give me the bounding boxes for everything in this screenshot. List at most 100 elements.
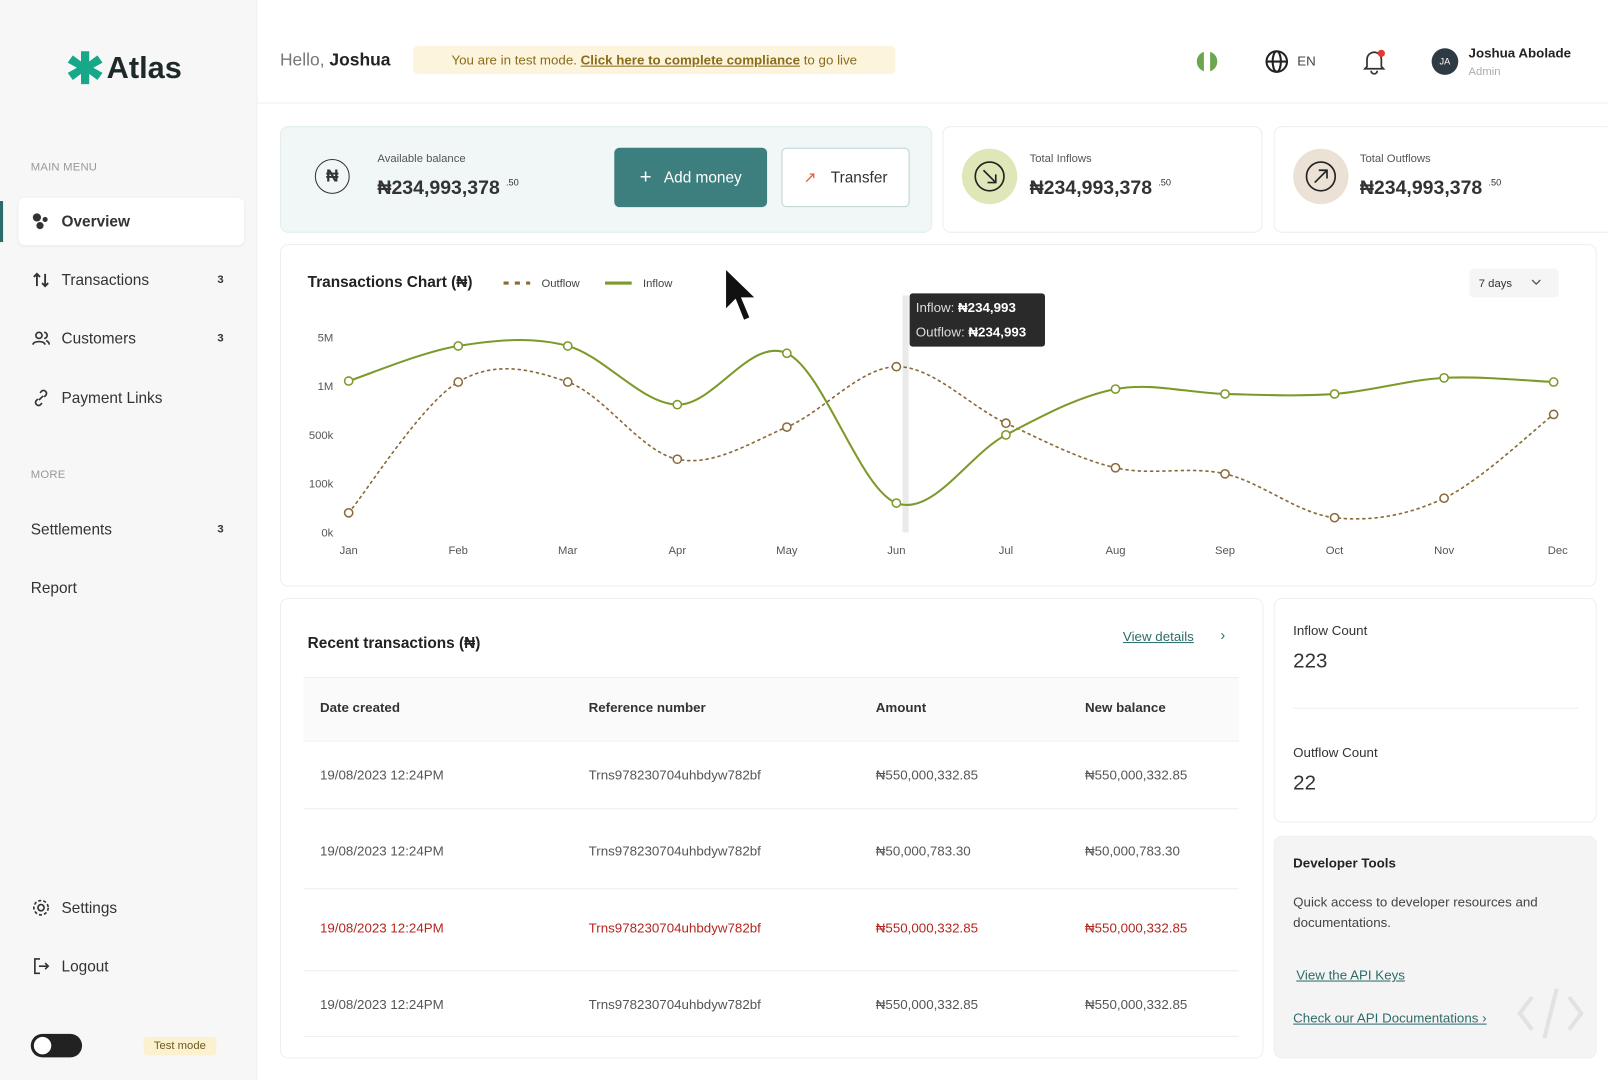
menu-label: Transactions [61, 271, 150, 289]
y-tick-label: 1M [318, 381, 334, 393]
greeting: Hello, Joshua [280, 50, 390, 71]
add-money-button[interactable]: + Add money [614, 147, 768, 208]
column-header: New balance [1084, 699, 1166, 715]
chevron [1531, 279, 1541, 286]
tooltip: Inflow: ₦234,993 Outflow: ₦234,993 [909, 293, 1045, 347]
chart-title: Transactions Chart (₦) [308, 274, 473, 291]
legend-label: Outflow [541, 278, 580, 290]
point [1110, 462, 1121, 473]
globe-icon[interactable] [1264, 49, 1289, 74]
tooltip-value: ₦234,993 [968, 324, 1027, 340]
menu-heading: MAIN MENU [30, 161, 98, 174]
user-role: Admin [1468, 65, 1501, 78]
transfer-button[interactable]: ↗ Transfer [781, 147, 910, 208]
developer-title: Developer Tools [1293, 855, 1396, 871]
y-tick-label: 0k [321, 527, 333, 539]
balance-amount: ₦234,993,378 .50 [377, 177, 518, 200]
table-cell: ₦550,000,332.85 [1084, 767, 1188, 783]
point [453, 341, 464, 351]
point [1329, 389, 1340, 399]
point [781, 348, 792, 359]
transactions-card [279, 597, 1264, 1059]
point [562, 377, 573, 387]
icon [33, 272, 49, 288]
y-tick-label: 100k [309, 479, 334, 491]
point [1439, 372, 1449, 383]
icon [33, 899, 50, 916]
table-cell: 19/08/2023 12:24PM [319, 767, 444, 783]
test-mode-chip: Test mode [143, 1036, 217, 1056]
x-tick-label: Nov [1434, 545, 1454, 557]
point [1329, 512, 1340, 523]
x-tick-label: Apr [669, 545, 687, 557]
code-icon [1517, 988, 1584, 1039]
x-tick-label: May [776, 545, 798, 557]
table-cell: 19/08/2023 12:24PM [319, 996, 444, 1013]
outflows-amount: ₦234,993,378 .50 [1360, 177, 1501, 200]
icon [34, 958, 50, 975]
point [891, 498, 902, 508]
inflow-icon [961, 148, 1018, 205]
table-cell: Trns978230704uhbdyw782bf [588, 996, 761, 1013]
inflows-label: Total Inflows [1029, 152, 1092, 166]
notice-text: to go live [803, 52, 858, 68]
api-docs-link[interactable]: Check our API Documentations › [1293, 1010, 1487, 1026]
row-border [303, 1035, 1239, 1037]
menu-item[interactable]: Settlements 3 [31, 519, 236, 540]
period-label: 7 days [1479, 278, 1513, 290]
point [1001, 429, 1011, 440]
point [781, 422, 792, 432]
table-cell: 19/08/2023 12:24PM [319, 919, 444, 936]
outflow-icon [1293, 148, 1349, 205]
point [1220, 389, 1230, 399]
table-cell: ₦550,000,332.85 [875, 767, 979, 783]
menu-label: Customers [61, 329, 136, 348]
menu-item[interactable]: Overview [31, 211, 236, 232]
menu-item[interactable]: Transactions 3 [31, 270, 236, 291]
chevron: › [1220, 626, 1226, 644]
point [343, 507, 354, 518]
notice-link[interactable]: Click here to complete compliance [580, 52, 800, 68]
amount: ₦234,993,378 [1359, 177, 1483, 199]
tooltip-label: Inflow: [915, 299, 955, 315]
count-label: Inflow Count [1293, 622, 1368, 638]
cents: .50 [1488, 177, 1502, 188]
language[interactable]: EN [1297, 53, 1316, 69]
count-value: 22 [1293, 772, 1316, 795]
api-keys-link[interactable]: View the API Keys [1296, 967, 1405, 983]
bell-icon[interactable] [1362, 48, 1387, 75]
count-label: Outflow Count [1293, 744, 1378, 760]
chart: Transactions Chart (₦) 7 days 0k 100k 500k… [308, 268, 1568, 557]
toggle[interactable] [30, 1033, 83, 1058]
table-cell: ₦550,000,332.85 [875, 919, 979, 936]
row-border [303, 808, 1239, 810]
tooltip-label: Outflow: [915, 324, 965, 340]
table-cell: ₦50,000,783.30 [1084, 843, 1180, 859]
icon [32, 213, 48, 230]
menu-item[interactable]: Payment Links [31, 388, 236, 409]
table-cell: 19/08/2023 12:24PM [319, 843, 444, 859]
table-cell: ₦550,000,332.85 [875, 996, 979, 1013]
point [1548, 377, 1559, 387]
section-title: Recent transactions (₦) [307, 634, 481, 653]
row-border [303, 740, 1239, 742]
menu-item[interactable]: Report [31, 577, 236, 598]
period-select[interactable] [1469, 268, 1559, 298]
user-name: Joshua Abolade [1468, 45, 1572, 61]
flag[interactable] [1196, 50, 1219, 73]
point [1439, 493, 1449, 504]
menu-item[interactable]: Logout [31, 956, 236, 977]
icon [32, 331, 51, 346]
x-tick-label: Sep [1215, 545, 1235, 557]
column-header: Reference number [588, 699, 706, 715]
y-tick-label: 500k [309, 430, 334, 442]
menu-item[interactable]: Settings [31, 897, 236, 918]
point [1001, 418, 1011, 429]
menu-item[interactable]: Customers 3 [31, 328, 236, 349]
view-details-link[interactable]: View details [1122, 628, 1194, 645]
avatar[interactable]: JA [1431, 48, 1459, 75]
menu-label: Settings [61, 898, 118, 917]
table-cell: Trns978230704uhbdyw782bf [588, 919, 761, 936]
menu-label: Overview [61, 212, 130, 231]
